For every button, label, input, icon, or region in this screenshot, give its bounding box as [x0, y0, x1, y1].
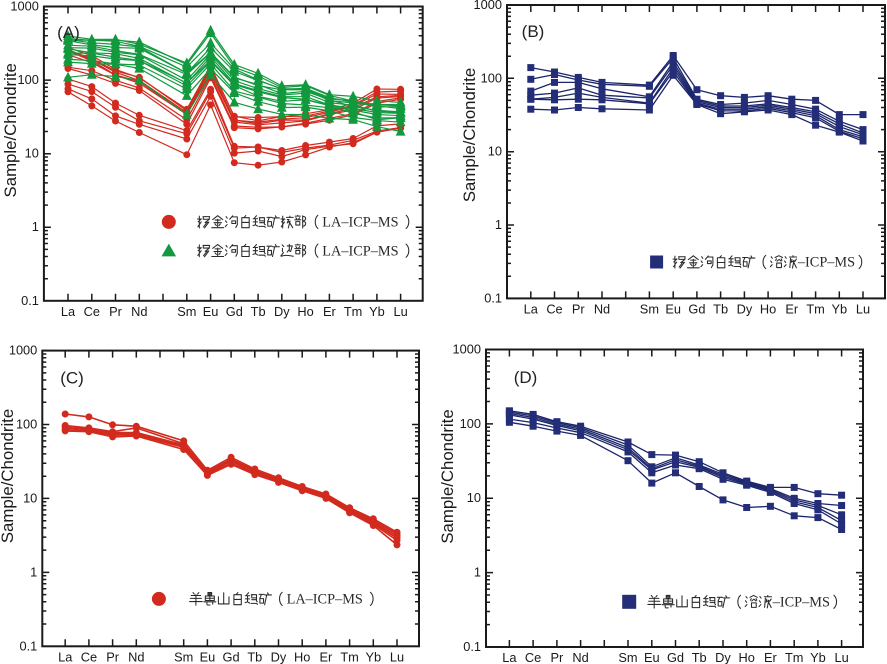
svg-text:Dy: Dy — [715, 650, 731, 664]
svg-text:Tb: Tb — [713, 301, 728, 316]
svg-text:(C): (C) — [60, 369, 84, 388]
svg-text:(A): (A) — [57, 23, 80, 42]
svg-text:Nd: Nd — [131, 304, 147, 319]
svg-text:Gd: Gd — [223, 649, 240, 664]
svg-text:La: La — [524, 301, 539, 316]
svg-text:Eu: Eu — [644, 650, 660, 664]
svg-text:Dy: Dy — [274, 304, 290, 319]
svg-text:Tm: Tm — [806, 301, 824, 316]
svg-text:Lu: Lu — [390, 649, 404, 664]
svg-text:Gd: Gd — [226, 304, 243, 319]
svg-text:LA–ICP–MS: LA–ICP–MS — [322, 243, 398, 259]
svg-text:Ho: Ho — [297, 304, 313, 319]
svg-text:Sample/Chondrite: Sample/Chondrite — [438, 409, 457, 543]
svg-text:LA–ICP–MS: LA–ICP–MS — [287, 592, 363, 608]
svg-text:Sample/Chondrite: Sample/Chondrite — [1, 63, 20, 197]
svg-text:Pr: Pr — [106, 649, 120, 664]
svg-text:10: 10 — [488, 144, 502, 159]
svg-text:100: 100 — [18, 72, 39, 87]
svg-text:Yb: Yb — [365, 649, 381, 664]
svg-text:Tb: Tb — [692, 650, 707, 664]
svg-text:Pr: Pr — [109, 304, 123, 319]
svg-text:Ce: Ce — [84, 304, 100, 319]
svg-text:1000: 1000 — [10, 0, 38, 14]
svg-text:Nd: Nd — [128, 649, 144, 664]
svg-text:1: 1 — [32, 219, 39, 234]
svg-text:Gd: Gd — [688, 301, 705, 316]
svg-text:Yb: Yb — [810, 650, 826, 664]
svg-text:1: 1 — [495, 217, 502, 232]
svg-text:Ce: Ce — [525, 650, 541, 664]
svg-text:10: 10 — [467, 490, 481, 505]
svg-text:Eu: Eu — [203, 304, 219, 319]
svg-text:Sm: Sm — [174, 649, 193, 664]
svg-text:1: 1 — [474, 565, 481, 580]
svg-text:Er: Er — [785, 301, 799, 316]
svg-text:(B): (B) — [522, 22, 545, 41]
svg-text:0.1: 0.1 — [484, 290, 502, 305]
svg-text:–ICP–MS: –ICP–MS — [772, 595, 830, 611]
svg-text:Eu: Eu — [200, 649, 216, 664]
svg-text:1000: 1000 — [453, 342, 481, 357]
svg-text:Dy: Dy — [737, 301, 753, 316]
svg-text:1000: 1000 — [474, 0, 502, 12]
svg-text:Tm: Tm — [344, 304, 362, 319]
svg-text:(D): (D) — [514, 368, 538, 387]
svg-text:La: La — [58, 649, 73, 664]
svg-text:Sm: Sm — [177, 304, 196, 319]
svg-text:Ce: Ce — [546, 301, 562, 316]
svg-text:0.1: 0.1 — [20, 638, 38, 653]
svg-text:La: La — [61, 304, 76, 319]
svg-text:1: 1 — [30, 564, 37, 579]
svg-text:Tb: Tb — [251, 304, 266, 319]
svg-text:Ho: Ho — [739, 650, 755, 664]
svg-text:Dy: Dy — [271, 649, 287, 664]
svg-text:Lu: Lu — [856, 301, 870, 316]
svg-text:Yb: Yb — [831, 301, 847, 316]
svg-text:Pr: Pr — [572, 301, 586, 316]
svg-text:Sample/Chondrite: Sample/Chondrite — [0, 409, 17, 543]
svg-text:–ICP–MS: –ICP–MS — [797, 255, 855, 271]
svg-text:Er: Er — [320, 649, 334, 664]
svg-text:Gd: Gd — [667, 650, 684, 664]
svg-text:Yb: Yb — [369, 304, 385, 319]
svg-text:100: 100 — [460, 416, 481, 431]
svg-text:0.1: 0.1 — [463, 639, 481, 654]
svg-text:Nd: Nd — [572, 650, 588, 664]
svg-text:La: La — [502, 650, 517, 664]
svg-text:Er: Er — [323, 304, 337, 319]
svg-text:Sample/Chondrite: Sample/Chondrite — [460, 68, 479, 202]
svg-text:Er: Er — [764, 650, 778, 664]
svg-text:Ho: Ho — [760, 301, 776, 316]
svg-text:10: 10 — [23, 490, 37, 505]
svg-text:Tm: Tm — [340, 649, 358, 664]
svg-text:Nd: Nd — [594, 301, 610, 316]
svg-text:Ce: Ce — [81, 649, 97, 664]
svg-text:10: 10 — [25, 146, 39, 161]
svg-text:0.1: 0.1 — [21, 293, 39, 308]
svg-text:Lu: Lu — [393, 304, 407, 319]
svg-text:Lu: Lu — [834, 650, 848, 664]
svg-text:100: 100 — [481, 70, 502, 85]
svg-text:Ho: Ho — [294, 649, 310, 664]
svg-text:Sm: Sm — [618, 650, 637, 664]
svg-text:Eu: Eu — [665, 301, 681, 316]
svg-text:100: 100 — [16, 417, 37, 432]
svg-text:Tb: Tb — [247, 649, 262, 664]
svg-text:LA–ICP–MS: LA–ICP–MS — [322, 215, 398, 231]
svg-text:1000: 1000 — [9, 343, 37, 358]
svg-text:Tm: Tm — [785, 650, 803, 664]
svg-text:Sm: Sm — [640, 301, 659, 316]
svg-text:Pr: Pr — [551, 650, 565, 664]
